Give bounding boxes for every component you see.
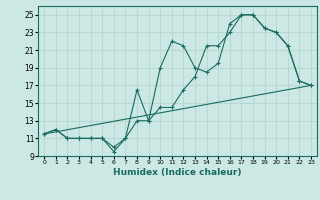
X-axis label: Humidex (Indice chaleur): Humidex (Indice chaleur) [113,168,242,177]
